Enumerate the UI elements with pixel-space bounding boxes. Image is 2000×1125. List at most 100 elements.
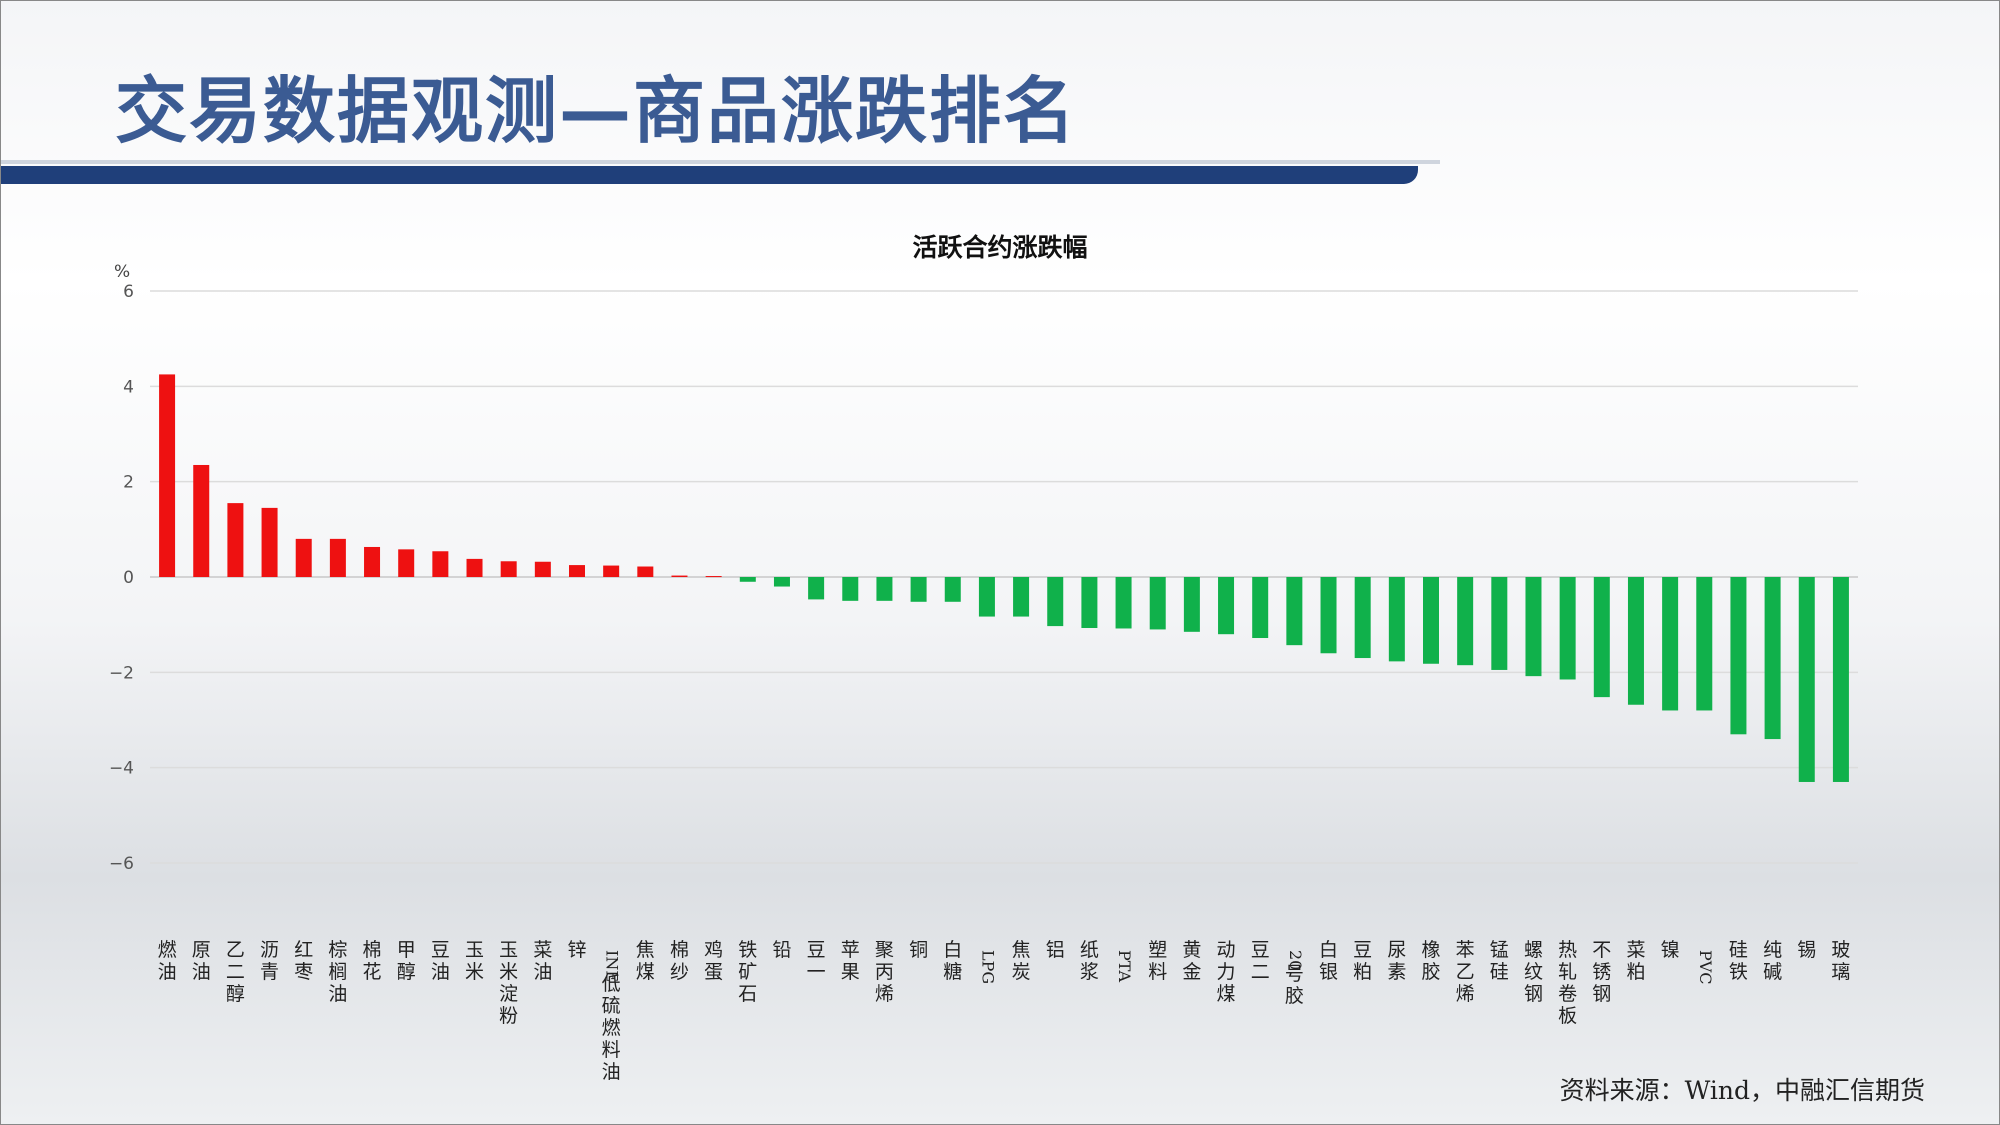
x-tick-label: 纯碱 xyxy=(1763,939,1782,983)
x-tick-label: 菜粕 xyxy=(1626,939,1645,983)
chart-title: 活跃合约涨跌幅 xyxy=(912,233,1088,262)
svg-text:糖: 糖 xyxy=(943,961,962,983)
svg-text:铝: 铝 xyxy=(1046,939,1065,961)
svg-text:一: 一 xyxy=(807,961,826,983)
svg-text:豆: 豆 xyxy=(431,939,450,961)
bar xyxy=(1286,577,1303,646)
x-tick-label: 苯乙烯 xyxy=(1456,939,1475,1005)
x-tick-label: 橡胶 xyxy=(1421,939,1440,983)
x-tick-label: 白糖 xyxy=(943,939,962,983)
svg-text:锌: 锌 xyxy=(567,939,586,961)
bar xyxy=(1559,577,1576,680)
x-tick-label: 动力煤 xyxy=(1217,939,1236,1005)
svg-text:白: 白 xyxy=(1319,939,1338,961)
bar xyxy=(1457,577,1474,666)
svg-text:素: 素 xyxy=(1387,961,1406,983)
x-tick-label: 豆粕 xyxy=(1353,939,1372,983)
bar xyxy=(193,464,210,577)
bar xyxy=(364,546,381,577)
bar xyxy=(295,538,312,577)
x-tick-label: 乙二醇 xyxy=(226,939,245,1005)
bar xyxy=(1115,577,1132,629)
svg-text:燃: 燃 xyxy=(158,939,177,961)
svg-text:白: 白 xyxy=(943,939,962,961)
y-tick-label: 2 xyxy=(123,473,134,493)
svg-text:PTA: PTA xyxy=(1115,950,1134,983)
x-tick-label: 尿素 xyxy=(1387,939,1406,983)
x-tick-label: 豆油 xyxy=(431,939,450,983)
svg-text:二: 二 xyxy=(1251,961,1270,983)
title-underline-bar xyxy=(0,166,1418,184)
svg-text:铁: 铁 xyxy=(738,939,757,961)
bar xyxy=(944,577,961,602)
svg-text:棉: 棉 xyxy=(670,939,689,961)
svg-text:纸: 纸 xyxy=(1080,939,1099,961)
x-tick-label: 铝 xyxy=(1046,939,1065,961)
bar xyxy=(978,577,995,617)
svg-text:榈: 榈 xyxy=(328,961,347,983)
svg-text:轧: 轧 xyxy=(1558,961,1577,983)
x-tick-label: 铁矿石 xyxy=(738,939,757,1005)
bar xyxy=(1218,577,1235,635)
svg-text:乙: 乙 xyxy=(1456,961,1475,983)
svg-text:豆: 豆 xyxy=(1251,939,1270,961)
svg-text:二: 二 xyxy=(226,961,245,983)
svg-text:锰: 锰 xyxy=(1490,939,1509,961)
svg-text:号: 号 xyxy=(1285,963,1304,985)
bar xyxy=(1491,577,1508,670)
x-tick-label: 焦炭 xyxy=(1012,939,1031,983)
svg-text:纯: 纯 xyxy=(1763,939,1782,961)
svg-text:铅: 铅 xyxy=(772,939,791,961)
bar xyxy=(1593,577,1610,698)
y-tick-label: 4 xyxy=(123,377,134,397)
svg-text:焦: 焦 xyxy=(1012,939,1031,961)
svg-text:铜: 铜 xyxy=(909,939,928,961)
svg-text:淀: 淀 xyxy=(499,983,518,1005)
svg-text:20: 20 xyxy=(1286,950,1305,970)
bar xyxy=(773,577,790,587)
bar xyxy=(1320,577,1337,654)
x-tick-label: 玻璃 xyxy=(1831,939,1850,983)
y-tick-label: −2 xyxy=(109,663,134,683)
x-tick-label: 铜 xyxy=(909,939,928,961)
svg-text:料: 料 xyxy=(602,1039,621,1061)
svg-text:苯: 苯 xyxy=(1456,939,1475,961)
bar xyxy=(1047,577,1064,627)
svg-text:青: 青 xyxy=(260,961,279,983)
svg-text:粉: 粉 xyxy=(499,1005,518,1027)
bar xyxy=(876,577,893,601)
svg-text:焦: 焦 xyxy=(636,939,655,961)
bar xyxy=(569,565,585,577)
svg-text:纱: 纱 xyxy=(670,961,689,983)
bar xyxy=(1354,577,1371,659)
svg-text:煤: 煤 xyxy=(1217,983,1236,1005)
svg-text:果: 果 xyxy=(841,961,860,983)
svg-text:醇: 醇 xyxy=(397,961,416,983)
svg-text:油: 油 xyxy=(192,961,211,983)
svg-text:棉: 棉 xyxy=(363,939,382,961)
x-tick-label: 螺纹钢 xyxy=(1524,939,1543,1005)
x-tick-label: 锡 xyxy=(1797,939,1816,961)
x-tick-label: 原油 xyxy=(192,939,211,983)
x-tick-label: 豆二 xyxy=(1251,939,1270,983)
svg-text:烯: 烯 xyxy=(1456,983,1475,1005)
svg-text:豆: 豆 xyxy=(1353,939,1372,961)
svg-text:硅: 硅 xyxy=(1729,939,1748,961)
bar xyxy=(1832,577,1849,782)
bar xyxy=(1764,577,1781,740)
x-tick-label: 甲醇 xyxy=(397,939,416,983)
svg-text:油: 油 xyxy=(431,961,450,983)
bar xyxy=(329,538,346,577)
y-tick-label: −6 xyxy=(109,854,134,874)
svg-text:矿: 矿 xyxy=(738,961,757,983)
svg-text:烯: 烯 xyxy=(875,983,894,1005)
slide-title: 交易数据观测—商品涨跌排名 xyxy=(115,69,1078,153)
y-axis-unit-label: % xyxy=(114,262,131,282)
svg-text:LPG: LPG xyxy=(978,950,997,984)
bar xyxy=(1696,577,1713,711)
bar xyxy=(466,558,483,577)
bar xyxy=(1149,577,1166,630)
svg-text:甲: 甲 xyxy=(397,939,416,961)
